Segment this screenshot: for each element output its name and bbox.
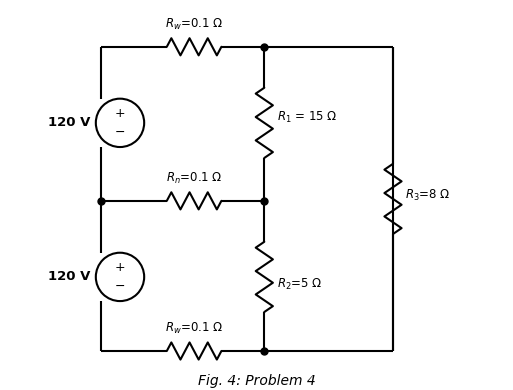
Text: 120 V: 120 V <box>48 270 90 284</box>
Text: +: + <box>115 107 125 120</box>
Text: $R_w$=0.1 Ω: $R_w$=0.1 Ω <box>165 321 223 336</box>
Text: −: − <box>115 280 125 292</box>
Text: 120 V: 120 V <box>48 116 90 129</box>
Text: $R_n$=0.1 Ω: $R_n$=0.1 Ω <box>166 171 223 186</box>
Text: −: − <box>115 126 125 138</box>
Text: $R_3$=8 Ω: $R_3$=8 Ω <box>405 188 451 202</box>
Text: +: + <box>115 261 125 274</box>
Text: $R_w$=0.1 Ω: $R_w$=0.1 Ω <box>165 17 223 32</box>
Text: $R_2$=5 Ω: $R_2$=5 Ω <box>277 277 322 292</box>
Text: $R_1$ = 15 Ω: $R_1$ = 15 Ω <box>277 110 337 124</box>
Text: Fig. 4: Problem 4: Fig. 4: Problem 4 <box>198 374 315 388</box>
